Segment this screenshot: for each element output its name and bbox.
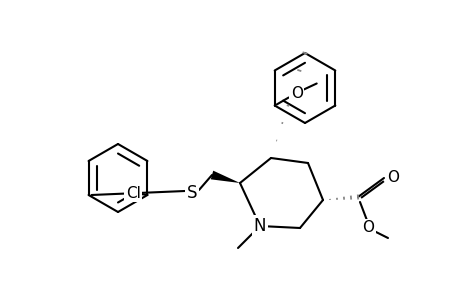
Text: S: S: [186, 184, 197, 202]
Text: O: O: [290, 86, 302, 101]
Text: N: N: [253, 217, 266, 235]
Text: O: O: [361, 220, 373, 236]
Polygon shape: [210, 171, 240, 183]
Text: Cl: Cl: [126, 185, 140, 200]
Text: O: O: [386, 170, 398, 185]
